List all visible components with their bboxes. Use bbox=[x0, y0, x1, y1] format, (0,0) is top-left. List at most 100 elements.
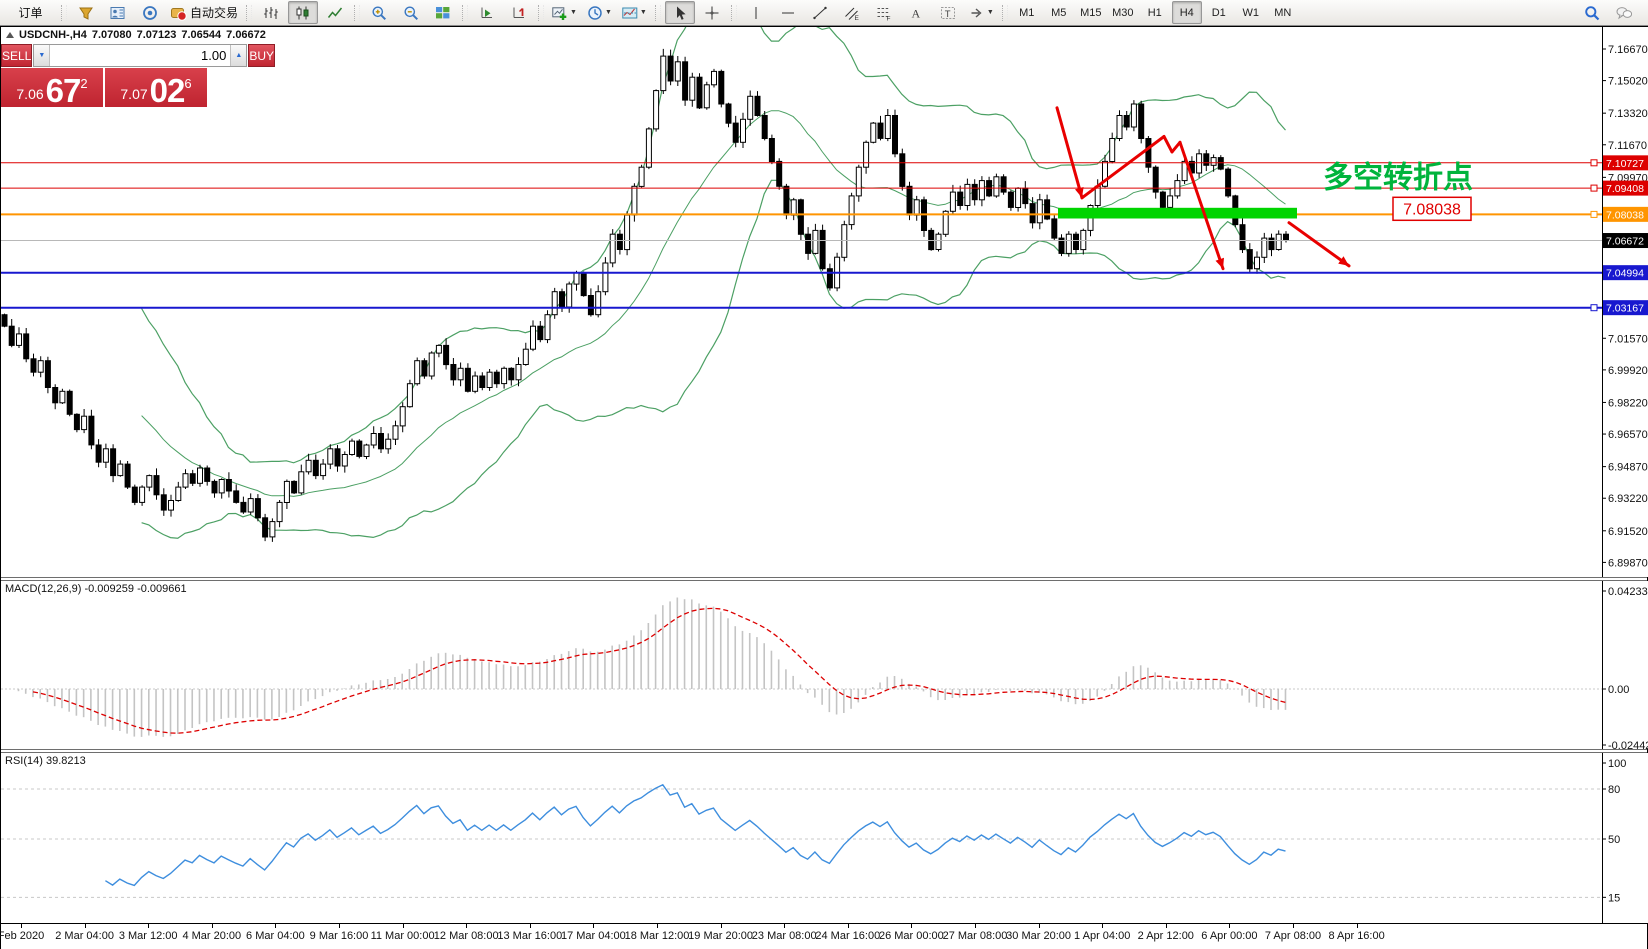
panel-separator[interactable] bbox=[1, 577, 1647, 581]
text-button[interactable]: A bbox=[901, 1, 931, 24]
candle bbox=[935, 233, 942, 250]
line-anchor[interactable] bbox=[1590, 184, 1598, 192]
candle bbox=[1073, 233, 1079, 250]
toolbar-group-handle[interactable] bbox=[654, 4, 661, 21]
rsi-line bbox=[105, 783, 1286, 887]
text-label-icon: T bbox=[940, 6, 955, 19]
candle bbox=[660, 55, 667, 92]
tf-M5-button[interactable]: M5 bbox=[1044, 1, 1074, 24]
candle bbox=[1254, 256, 1260, 270]
price-callout-box[interactable] bbox=[1392, 196, 1472, 222]
buy-price-box[interactable]: 7.07 02 6 bbox=[105, 68, 207, 107]
add-indicator-button[interactable]: ▼ bbox=[548, 1, 581, 24]
support-zone-rectangle[interactable] bbox=[1058, 207, 1297, 219]
line-anchor[interactable] bbox=[1590, 304, 1598, 312]
candle-chart-button[interactable] bbox=[288, 1, 319, 24]
time-axis-label: 4 Mar 20:00 bbox=[182, 930, 242, 942]
dropdown-caret-icon[interactable]: ▼ bbox=[986, 9, 994, 16]
candle bbox=[269, 521, 276, 538]
candle bbox=[1015, 187, 1022, 209]
hline-button[interactable] bbox=[773, 1, 803, 24]
toolbar-group-handle[interactable] bbox=[538, 4, 545, 21]
toolbar-group-handle[interactable] bbox=[1001, 4, 1008, 21]
arrows-button[interactable]: ▼ bbox=[965, 1, 998, 24]
tf-H4-button[interactable]: H4 bbox=[1171, 1, 1202, 24]
autotrading-button[interactable]: 自动交易 bbox=[167, 1, 242, 24]
dropdown-caret-icon[interactable]: ▼ bbox=[570, 9, 577, 16]
sell-price-box[interactable]: 7.06 67 2 bbox=[1, 68, 103, 107]
new-order-button[interactable]: 订单 bbox=[1, 1, 57, 24]
rsi-canvas[interactable]: 100 80 50 15 bbox=[1, 753, 1648, 923]
price-tag bbox=[1603, 206, 1648, 222]
channel-button[interactable]: E bbox=[837, 1, 867, 24]
crosshair-button[interactable] bbox=[697, 1, 727, 24]
candle bbox=[30, 358, 37, 373]
vline-button[interactable] bbox=[741, 1, 771, 24]
toolbar-group-handle[interactable] bbox=[354, 4, 361, 21]
time-axis[interactable]: Feb 2020 2 Mar 04:00 3 Mar 12:00 4 Mar 20:0… bbox=[0, 923, 1647, 949]
buy-price-sup: 6 bbox=[184, 76, 192, 91]
candle-chart-icon bbox=[296, 6, 309, 19]
panel-separator[interactable] bbox=[1, 749, 1647, 753]
trend-arrow[interactable] bbox=[1055, 106, 1084, 200]
market-watch-button[interactable] bbox=[103, 1, 133, 24]
line-anchor[interactable] bbox=[1590, 210, 1598, 218]
tf-W1-button[interactable]: W1 bbox=[1236, 1, 1266, 24]
tf-MN-button[interactable]: MN bbox=[1268, 1, 1298, 24]
turning-point-annotation[interactable]: 多空转折点 bbox=[1323, 161, 1473, 194]
trendline-button[interactable] bbox=[805, 1, 835, 24]
toolbar-group-handle[interactable] bbox=[61, 4, 67, 21]
auto-scroll-button[interactable] bbox=[472, 1, 502, 24]
zoom-out-button[interactable] bbox=[396, 1, 426, 24]
bar-chart-icon bbox=[264, 6, 278, 19]
fibonacci-button[interactable]: F bbox=[869, 1, 899, 24]
toolbar-group-handle[interactable] bbox=[730, 4, 737, 21]
main-chart-canvas[interactable]: 多空转折点 7.08038 7.16670 7.15020 7.13320 7.11670… bbox=[1, 27, 1648, 577]
volume-input[interactable] bbox=[50, 45, 231, 66]
chat-button[interactable] bbox=[1609, 1, 1639, 24]
bar-chart-button[interactable] bbox=[256, 1, 286, 24]
line-chart-button[interactable] bbox=[320, 1, 350, 24]
search-button[interactable] bbox=[1577, 1, 1607, 24]
candle bbox=[320, 463, 327, 477]
candle bbox=[1000, 176, 1007, 193]
toolbar-group-handle[interactable] bbox=[246, 4, 253, 21]
candle bbox=[37, 360, 44, 373]
periods-button[interactable]: ▼ bbox=[583, 1, 616, 24]
chart-shift-button[interactable] bbox=[504, 1, 534, 24]
candle bbox=[674, 61, 681, 82]
tf-M1-button[interactable]: M1 bbox=[1012, 1, 1042, 24]
tf-D1-button[interactable]: D1 bbox=[1204, 1, 1234, 24]
candle bbox=[334, 448, 341, 467]
new-order-label: 订单 bbox=[18, 6, 43, 20]
line-anchor[interactable] bbox=[1590, 159, 1598, 167]
trend-arrow[interactable] bbox=[1178, 140, 1225, 271]
volume-down-button[interactable]: ▼ bbox=[34, 45, 51, 66]
tile-windows-button[interactable] bbox=[428, 1, 458, 24]
dropdown-caret-icon[interactable]: ▼ bbox=[639, 9, 647, 16]
period-clock-icon bbox=[588, 5, 602, 20]
toolbar-group-handle[interactable] bbox=[462, 4, 469, 21]
templates-button[interactable]: ▼ bbox=[618, 1, 651, 24]
tf-M30-button[interactable]: M30 bbox=[1108, 1, 1138, 24]
label-button[interactable]: T bbox=[933, 1, 963, 24]
tf-M15-button[interactable]: M15 bbox=[1076, 1, 1106, 24]
navigator-button[interactable] bbox=[135, 1, 165, 24]
tf-H1-button[interactable]: H1 bbox=[1140, 1, 1170, 24]
trend-arrow[interactable] bbox=[1287, 221, 1351, 268]
trend-arrow[interactable] bbox=[1162, 135, 1174, 154]
price-tag bbox=[1603, 155, 1648, 171]
cursor-button[interactable] bbox=[664, 1, 695, 24]
volume-up-button[interactable]: ▲ bbox=[230, 45, 247, 66]
rsi-axis-tick: 80 bbox=[1608, 784, 1620, 796]
sell-button[interactable]: SELL bbox=[1, 44, 33, 67]
funnel-button[interactable] bbox=[71, 1, 101, 24]
trend-arrow[interactable] bbox=[1170, 140, 1182, 154]
candle bbox=[501, 367, 508, 385]
price-axis-tick: 7.13320 bbox=[1608, 108, 1648, 120]
zoom-in-button[interactable] bbox=[364, 1, 394, 24]
dropdown-caret-icon[interactable]: ▼ bbox=[604, 9, 612, 16]
buy-button[interactable]: BUY bbox=[248, 44, 276, 67]
macd-canvas[interactable]: 0.042334 0.00 -0.02442 bbox=[1, 581, 1648, 749]
trend-arrow[interactable] bbox=[1080, 135, 1166, 200]
